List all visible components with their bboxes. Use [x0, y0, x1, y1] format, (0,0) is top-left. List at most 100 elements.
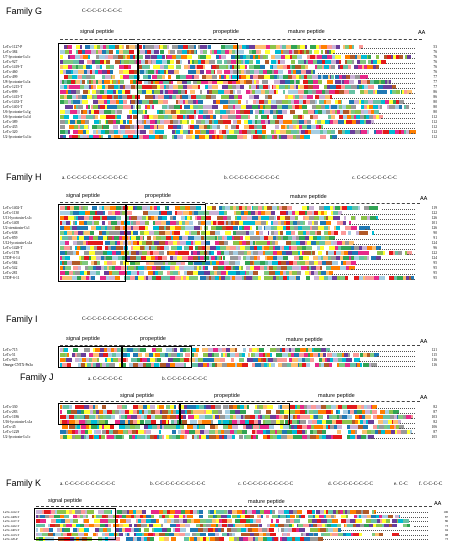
residue-block	[294, 231, 298, 236]
residue-block	[308, 261, 315, 266]
residue-block	[358, 80, 361, 85]
residue-block	[163, 358, 169, 363]
residue-block	[328, 363, 332, 368]
residue-block	[228, 125, 232, 130]
residue-block	[249, 45, 255, 50]
residue-block	[304, 120, 308, 125]
residue-block	[172, 135, 175, 140]
residue-block	[297, 110, 303, 115]
residue-block	[147, 110, 153, 115]
residue-block	[142, 358, 147, 363]
residue-block	[183, 363, 187, 368]
residue-block	[229, 276, 233, 281]
residue-block	[77, 95, 83, 100]
residue-block	[122, 45, 125, 50]
residue-block	[273, 266, 277, 271]
residue-block	[110, 221, 117, 226]
residue-block	[122, 358, 126, 363]
residue-block	[273, 241, 276, 246]
residue-block	[367, 130, 370, 135]
residue-block	[211, 251, 214, 256]
residue-block	[269, 130, 271, 135]
residue-block	[259, 80, 263, 85]
residue-block	[236, 115, 242, 120]
residue-block	[89, 125, 92, 130]
residue-block	[300, 241, 305, 246]
residue-block	[271, 353, 277, 358]
residue-block	[216, 226, 222, 231]
residue-block	[209, 236, 215, 241]
residue-block	[88, 276, 92, 281]
residue-block	[193, 75, 199, 80]
residue-block	[60, 50, 65, 55]
residue-block	[281, 90, 284, 95]
residue-block	[234, 216, 238, 221]
residue-block	[76, 110, 81, 115]
residue-block	[88, 216, 94, 221]
residue-block	[320, 75, 323, 80]
residue-block	[239, 276, 243, 281]
residue-block	[227, 353, 230, 358]
residue-block	[87, 90, 91, 95]
residue-block	[85, 80, 88, 85]
residue-block	[203, 90, 208, 95]
residue-block	[166, 251, 170, 256]
sequence-name: LeTx-45	[3, 425, 16, 429]
residue-block	[78, 266, 82, 271]
residue-block	[60, 110, 65, 115]
gap-dots	[348, 223, 415, 225]
residue-block	[158, 120, 161, 125]
residue-block	[192, 211, 195, 216]
residue-block	[266, 45, 271, 50]
residue-block	[261, 358, 264, 363]
residue-block	[363, 105, 368, 110]
sequence-length: 112	[431, 120, 437, 124]
residue-block	[410, 276, 415, 281]
alignment-row	[60, 125, 415, 130]
residue-block	[355, 363, 358, 368]
residue-block	[143, 231, 149, 236]
residue-block	[89, 348, 93, 353]
residue-block	[376, 251, 383, 256]
residue-block	[270, 130, 275, 135]
family-h-title: Family H	[6, 172, 42, 182]
gap-dots	[358, 360, 415, 362]
residue-block	[190, 206, 196, 211]
residue-block	[147, 125, 150, 130]
residue-block	[77, 348, 84, 353]
residue-block	[160, 363, 166, 368]
residue-block	[152, 206, 154, 211]
residue-block	[267, 261, 273, 266]
residue-block	[180, 75, 186, 80]
sequence-name: LeTx-542	[3, 266, 18, 270]
residue-block	[124, 55, 127, 60]
sequence-length: 112	[431, 115, 437, 119]
residue-block	[196, 115, 198, 120]
residue-block	[201, 80, 207, 85]
family-g-aa-label: AA	[418, 30, 426, 36]
residue-block	[154, 120, 157, 125]
residue-block	[151, 241, 155, 246]
residue-block	[273, 236, 276, 241]
residue-block	[213, 353, 220, 358]
residue-block	[152, 80, 155, 85]
residue-block	[322, 75, 328, 80]
residue-block	[345, 226, 352, 231]
residue-block	[350, 246, 354, 251]
sequence-length: 121	[431, 348, 437, 352]
residue-block	[61, 236, 68, 241]
residue-block	[207, 85, 212, 90]
residue-block	[152, 65, 156, 70]
residue-block	[63, 405, 69, 410]
residue-block	[230, 55, 236, 60]
residue-block	[185, 353, 190, 358]
residue-block	[300, 70, 306, 75]
residue-block	[307, 85, 314, 90]
family-h-motif-c: c. C-C-C-C-C-C-C-C	[352, 175, 397, 181]
residue-block	[369, 105, 373, 110]
residue-block	[167, 241, 174, 246]
residue-block	[206, 45, 209, 50]
residue-block	[334, 261, 338, 266]
residue-block	[402, 105, 404, 110]
residue-block	[146, 363, 152, 368]
